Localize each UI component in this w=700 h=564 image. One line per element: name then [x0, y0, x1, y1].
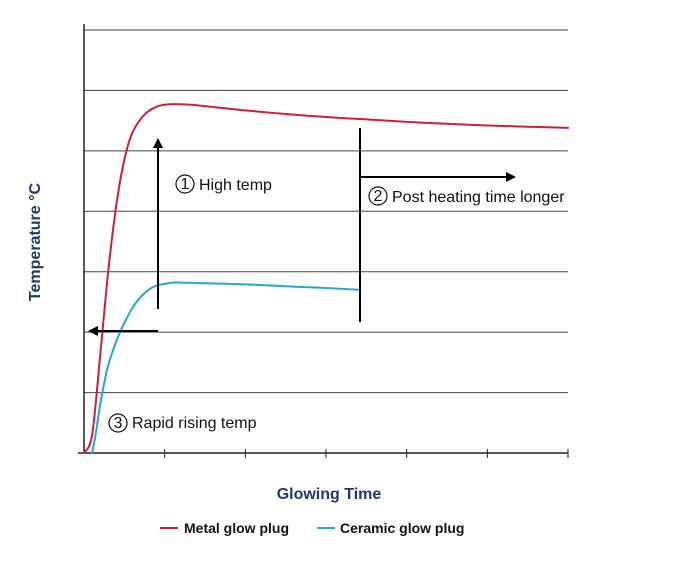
annotation-number: 3: [114, 415, 123, 432]
annotation-rapid-rising-label: Rapid rising temp: [132, 415, 257, 432]
x-ticks: [164, 449, 569, 458]
annotation-rapid-rising: 3 Rapid rising temp: [108, 413, 257, 433]
y-axis-label: Temperature °C: [27, 182, 44, 301]
annotation-post-heating-label: Post heating time longer: [392, 189, 565, 206]
legend-label-metal: Metal glow plug: [184, 520, 289, 536]
annotation-number-badge: [175, 174, 195, 194]
annotation-arrows: [88, 128, 516, 336]
x-axis-label: Glowing Time: [277, 486, 382, 503]
legend: Metal glow plug Ceramic glow plug: [160, 520, 464, 536]
gridlines: [84, 29, 568, 394]
axes: [78, 24, 568, 454]
series: [83, 103, 569, 454]
annotation-high-temp: 1 High temp: [175, 174, 272, 194]
annotation-high-temp-label: High temp: [199, 177, 272, 194]
annotation-number-badge: [368, 186, 388, 206]
annotation-number-badge: [108, 413, 128, 433]
annotation-number: 2: [374, 188, 383, 205]
annotation-number: 1: [181, 176, 190, 193]
legend-label-ceramic: Ceramic glow plug: [340, 520, 464, 536]
annotation-post-heating: 2 Post heating time longer: [368, 186, 565, 206]
series-line-metal-glow-plug: [83, 103, 569, 454]
series-line-ceramic-glow-plug: [91, 281, 360, 454]
